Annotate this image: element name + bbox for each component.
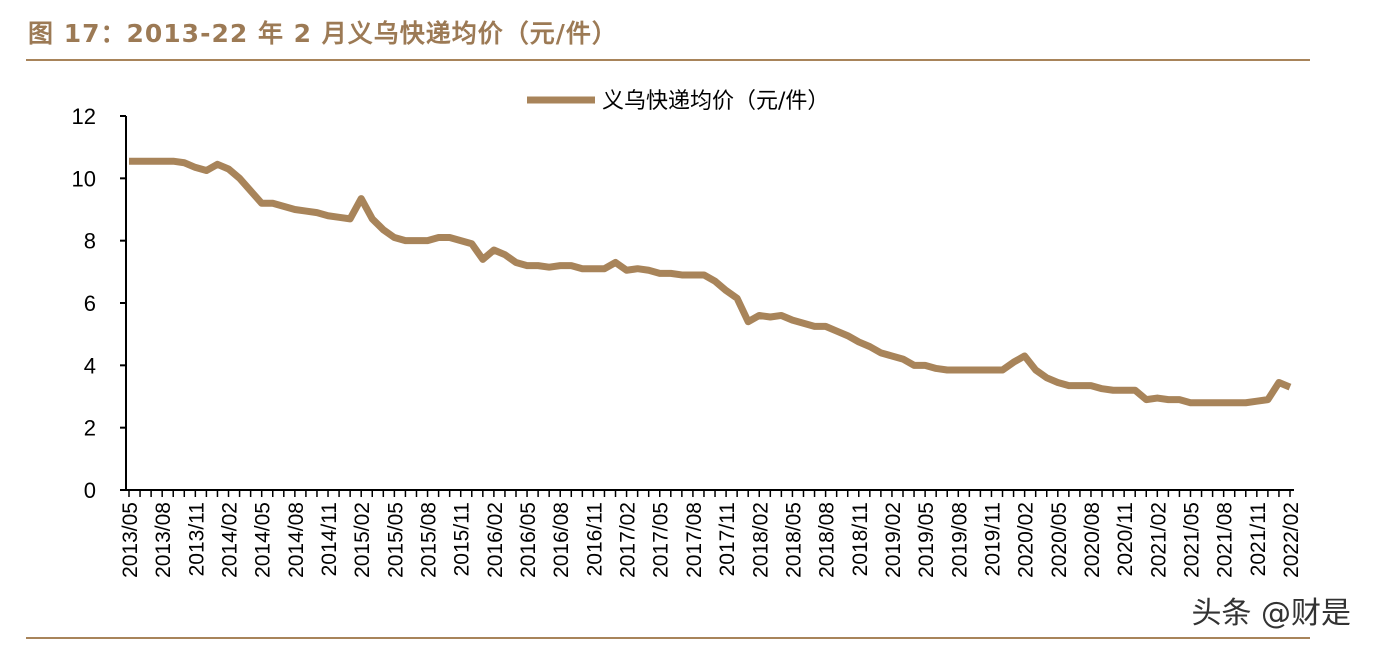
x-tick-label: 2021/05 xyxy=(1180,502,1203,578)
x-tick-label: 2014/08 xyxy=(285,502,308,578)
x-tick-label: 2020/11 xyxy=(1114,502,1137,576)
x-tick-label: 2019/02 xyxy=(882,502,905,578)
y-tick-label: 2 xyxy=(84,416,96,441)
x-tick-label: 2018/08 xyxy=(816,502,839,578)
x-tick-label: 2021/02 xyxy=(1147,502,1170,578)
x-tick-label: 2016/05 xyxy=(517,502,540,578)
x-tick-label: 2015/02 xyxy=(351,502,374,578)
x-tick-label: 2018/02 xyxy=(749,502,772,578)
y-tick-label: 0 xyxy=(84,478,96,503)
x-tick-label: 2015/05 xyxy=(384,502,407,578)
x-tick-label: 2016/11 xyxy=(583,502,606,576)
x-tick-label: 2019/11 xyxy=(981,502,1004,576)
x-tick-label: 2014/05 xyxy=(252,502,275,578)
bottom-divider xyxy=(26,637,1310,639)
y-tick-label: 6 xyxy=(84,291,96,316)
x-tick-label: 2014/11 xyxy=(318,502,341,576)
x-tick-label: 2013/08 xyxy=(152,502,175,578)
x-tick-label: 2017/11 xyxy=(716,502,739,576)
x-tick-label: 2013/11 xyxy=(185,502,208,576)
x-tick-label: 2016/02 xyxy=(484,502,507,578)
y-tick-label: 8 xyxy=(84,229,96,254)
x-tick-label: 2022/02 xyxy=(1280,502,1303,578)
y-tick-label: 4 xyxy=(84,353,96,378)
top-divider xyxy=(26,59,1310,61)
x-tick-label: 2013/05 xyxy=(119,502,142,578)
x-tick-label: 2020/08 xyxy=(1081,502,1104,578)
x-tick-label: 2015/11 xyxy=(451,502,474,576)
x-tick-label: 2014/02 xyxy=(219,502,242,578)
figure-title: 图 17：2013-22 年 2 月义乌快递均价（元/件） xyxy=(28,19,618,48)
x-tick-label: 2019/05 xyxy=(915,502,938,578)
x-tick-label: 2018/05 xyxy=(782,502,805,578)
x-tick-label: 2020/02 xyxy=(1015,502,1038,578)
x-tick-label: 2021/08 xyxy=(1214,502,1237,578)
series-line xyxy=(129,157,1292,407)
x-tick-label: 2017/05 xyxy=(650,502,673,578)
y-tick-label: 12 xyxy=(72,104,96,129)
x-tick-label: 2016/08 xyxy=(550,502,573,578)
x-tick-label: 2017/08 xyxy=(683,502,706,578)
y-tick-label: 10 xyxy=(72,166,96,191)
x-tick-label: 2017/02 xyxy=(617,502,640,578)
x-tick-label: 2019/08 xyxy=(948,502,971,578)
legend-label: 义乌快递均价（元/件） xyxy=(602,89,829,114)
x-tick-label: 2018/11 xyxy=(849,502,872,576)
x-tick-label: 2020/05 xyxy=(1048,502,1071,578)
watermark: 头条 @财是 xyxy=(1191,596,1351,631)
x-tick-label: 2021/11 xyxy=(1247,502,1270,576)
x-tick-label: 2015/08 xyxy=(418,502,441,578)
